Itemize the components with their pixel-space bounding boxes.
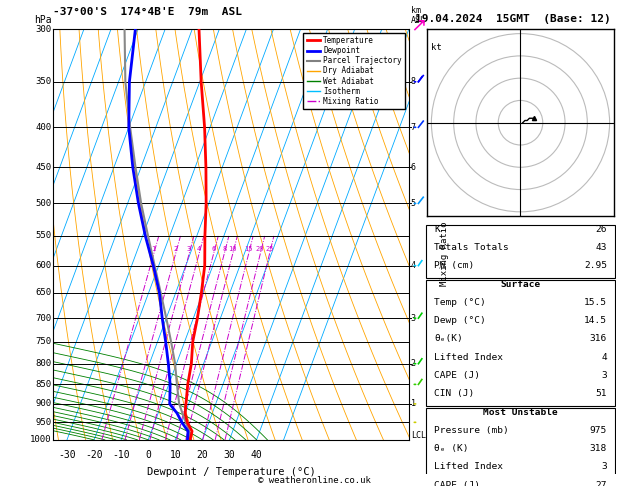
Text: 316: 316 [589,334,607,344]
Text: 2.95: 2.95 [584,261,607,270]
Text: 14.5: 14.5 [584,316,607,325]
Text: 600: 600 [36,261,52,270]
Text: 51: 51 [595,389,607,398]
Text: 500: 500 [36,199,52,208]
Text: -37°00'S  174°4B'E  79m  ASL: -37°00'S 174°4B'E 79m ASL [53,7,242,17]
Text: PW (cm): PW (cm) [434,261,474,270]
Text: -30: -30 [58,450,76,460]
Text: LCL: LCL [411,431,426,440]
Text: 8: 8 [411,77,416,86]
Text: 975: 975 [589,426,607,435]
Text: 6: 6 [411,163,416,172]
Text: 8: 8 [222,246,226,252]
Text: Pressure (mb): Pressure (mb) [434,426,509,435]
Text: CAPE (J): CAPE (J) [434,481,480,486]
Text: 5: 5 [411,199,416,208]
Bar [426,408,615,486]
Text: 3: 3 [411,313,416,323]
Text: hPa: hPa [34,15,52,25]
Legend: Temperature, Dewpoint, Parcel Trajectory, Dry Adiabat, Wet Adiabat, Isotherm, Mi: Temperature, Dewpoint, Parcel Trajectory… [303,33,405,109]
Text: -10: -10 [113,450,130,460]
Text: 850: 850 [36,380,52,389]
Text: Dewpoint / Temperature (°C): Dewpoint / Temperature (°C) [147,467,316,477]
Text: 6: 6 [211,246,216,252]
Text: 26: 26 [595,225,607,234]
Text: Dewp (°C): Dewp (°C) [434,316,486,325]
Text: 15.5: 15.5 [584,298,607,307]
Text: 2: 2 [174,246,177,252]
Bar [426,225,615,278]
Text: 450: 450 [36,163,52,172]
Text: 7: 7 [411,123,416,132]
Text: 300: 300 [36,25,52,34]
Text: CAPE (J): CAPE (J) [434,371,480,380]
Text: kt: kt [431,42,442,52]
Text: 550: 550 [36,231,52,241]
Text: 3: 3 [187,246,191,252]
Text: 3: 3 [601,462,607,471]
Text: 318: 318 [589,444,607,453]
Text: 650: 650 [36,288,52,297]
Text: 27: 27 [595,481,607,486]
Bar [426,279,615,406]
Text: 20: 20 [256,246,264,252]
Text: 900: 900 [36,399,52,408]
Text: 4: 4 [197,246,201,252]
Text: 25: 25 [265,246,274,252]
Text: 1: 1 [152,246,156,252]
Text: 19.04.2024  15GMT  (Base: 12): 19.04.2024 15GMT (Base: 12) [415,14,611,24]
Text: km
ASL: km ASL [411,6,426,25]
Text: 1000: 1000 [30,435,52,444]
Text: Temp (°C): Temp (°C) [434,298,486,307]
Text: 15: 15 [244,246,253,252]
Text: 2: 2 [411,359,416,368]
Text: 3: 3 [601,371,607,380]
Text: 350: 350 [36,77,52,86]
Text: 400: 400 [36,123,52,132]
Text: 1: 1 [411,399,416,408]
Text: K: K [434,225,440,234]
Text: 800: 800 [36,359,52,368]
Text: 40: 40 [251,450,262,460]
Text: 700: 700 [36,313,52,323]
Text: 750: 750 [36,337,52,346]
Text: 4: 4 [411,261,416,270]
Text: Surface: Surface [501,279,540,289]
Text: Totals Totals: Totals Totals [434,243,509,252]
Text: CIN (J): CIN (J) [434,389,474,398]
Text: -20: -20 [86,450,103,460]
Text: © weatheronline.co.uk: © weatheronline.co.uk [258,475,371,485]
Text: 4: 4 [601,353,607,362]
Text: ↗: ↗ [410,16,426,35]
Text: Lifted Index: Lifted Index [434,462,503,471]
Text: Mixing Ratio (g/kg): Mixing Ratio (g/kg) [440,183,449,286]
Text: 950: 950 [36,418,52,427]
Text: θₑ (K): θₑ (K) [434,444,469,453]
Text: 30: 30 [223,450,235,460]
Text: θₑ(K): θₑ(K) [434,334,463,344]
Text: 20: 20 [196,450,208,460]
Text: Lifted Index: Lifted Index [434,353,503,362]
Text: 43: 43 [595,243,607,252]
Text: Most Unstable: Most Unstable [483,408,558,417]
Text: 10: 10 [228,246,237,252]
Text: 10: 10 [169,450,181,460]
Text: 0: 0 [145,450,151,460]
